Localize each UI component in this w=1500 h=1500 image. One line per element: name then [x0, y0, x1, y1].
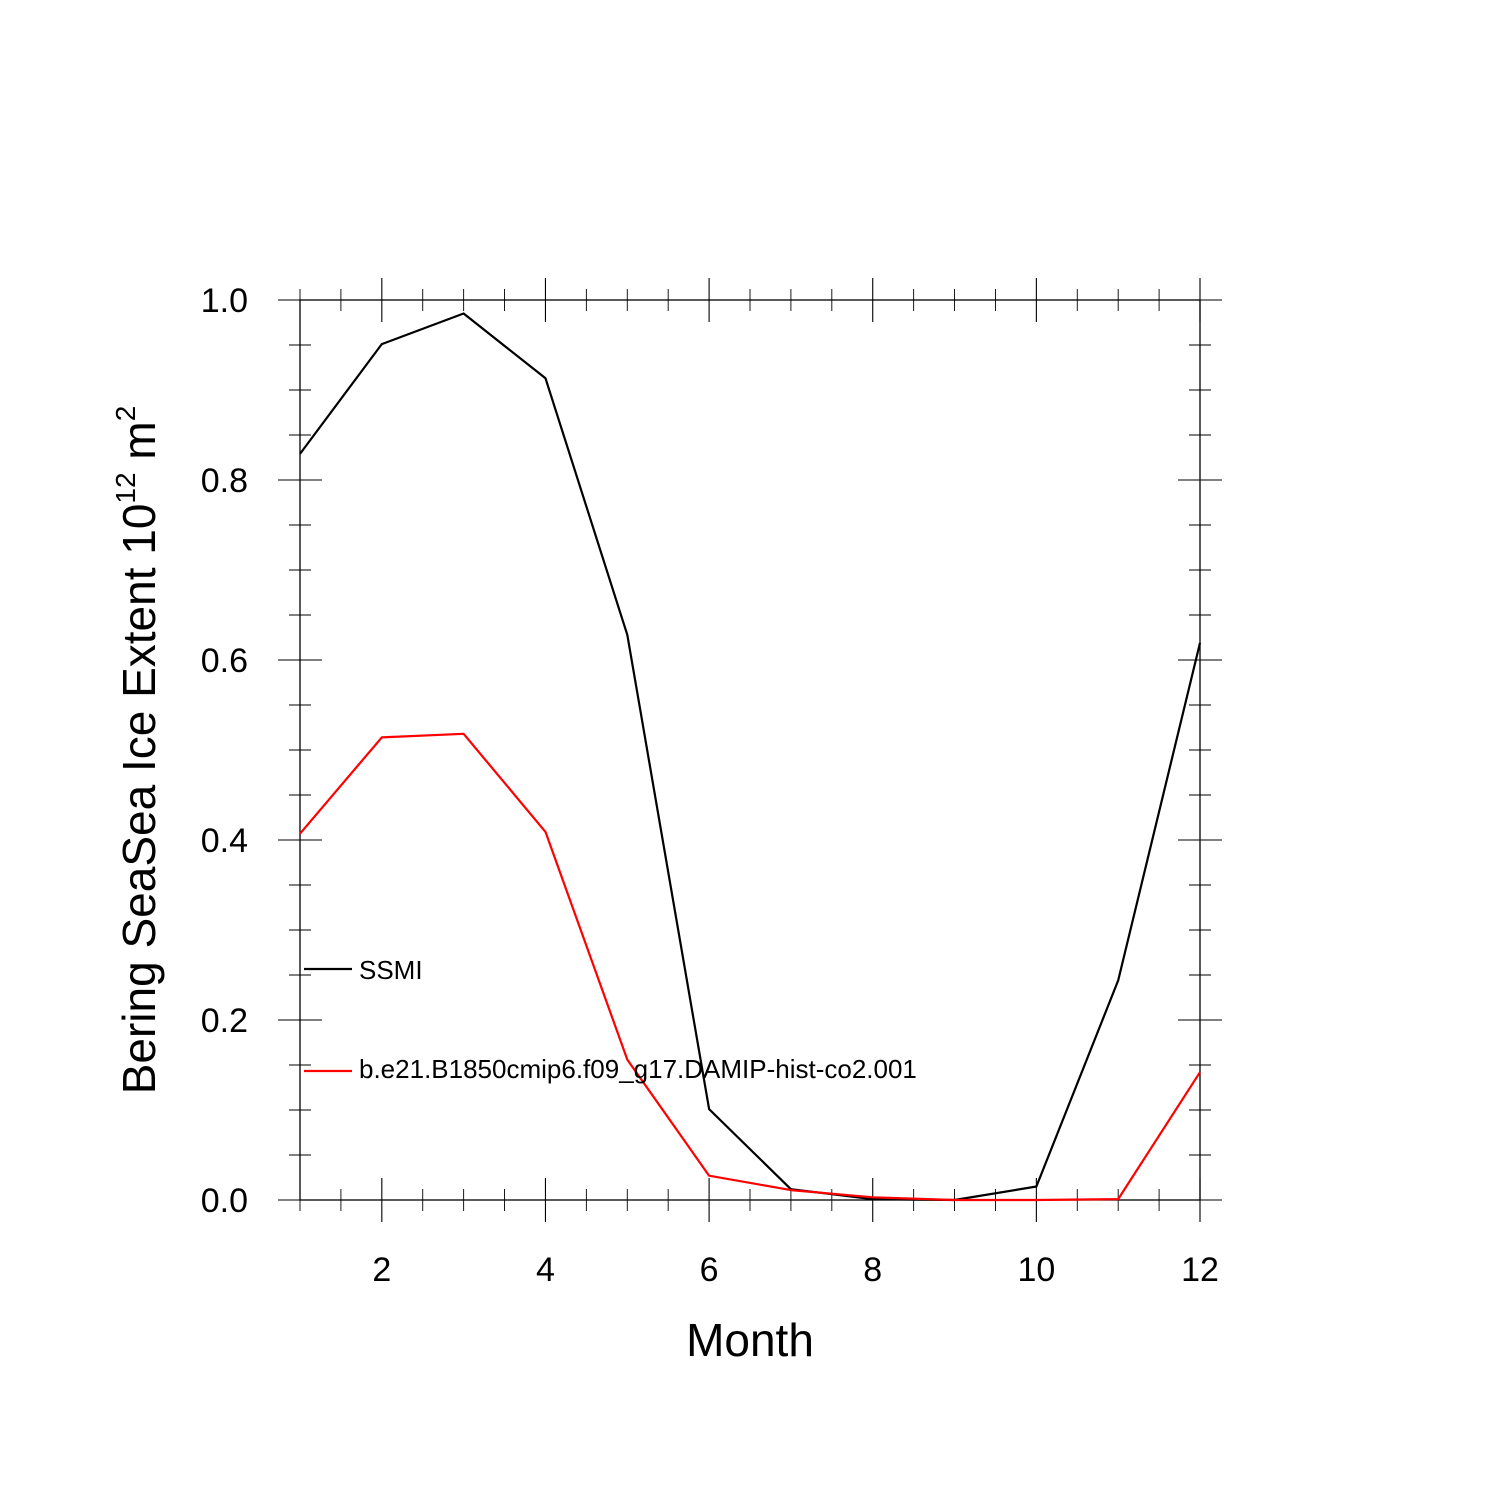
y-tick-label: 0.2 [201, 1002, 248, 1040]
x-tick-label: 8 [863, 1251, 882, 1289]
series-line-1 [299, 732, 1201, 1202]
y-axis-title-unit: m [113, 421, 165, 472]
series-lines [299, 312, 1202, 1202]
y-tick-labels: 0.0 0.2 0.4 0.6 0.8 1.0 [201, 282, 248, 1220]
y-axis-title-unit-exponent: 2 [110, 406, 141, 422]
series-line-0 [299, 312, 1202, 1202]
x-tick-labels: 2 4 6 8 10 12 [372, 1251, 1219, 1289]
y-tick-label: 0.6 [201, 642, 248, 680]
legend-label-ssmi: SSMI [359, 955, 423, 985]
x-tick-label: 2 [372, 1251, 391, 1289]
x-tick-label: 4 [536, 1251, 555, 1289]
x-tick-label: 6 [700, 1251, 719, 1289]
y-tick-label: 0.0 [201, 1182, 248, 1220]
y-tick-label: 0.4 [201, 822, 248, 860]
y-tick-label: 0.8 [201, 462, 248, 500]
x-tick-label: 12 [1181, 1251, 1219, 1289]
plot-frame [299, 299, 1201, 1201]
y-axis-title-exponent: 12 [110, 472, 141, 503]
legend: SSMI b.e21.B1850cmip6.f09_g17.DAMIP-hist… [304, 955, 917, 1084]
legend-label-model: b.e21.B1850cmip6.f09_g17.DAMIP-hist-co2.… [359, 1054, 917, 1084]
x-axis-title: Month [686, 1314, 814, 1366]
y-axis-title: Bering SeaSea Ice Extent 1012 m2 [110, 406, 165, 1095]
x-tick-label: 10 [1017, 1251, 1055, 1289]
y-axis-title-main: Bering SeaSea Ice Extent 10 [113, 504, 165, 1095]
y-tick-label: 1.0 [201, 282, 248, 320]
